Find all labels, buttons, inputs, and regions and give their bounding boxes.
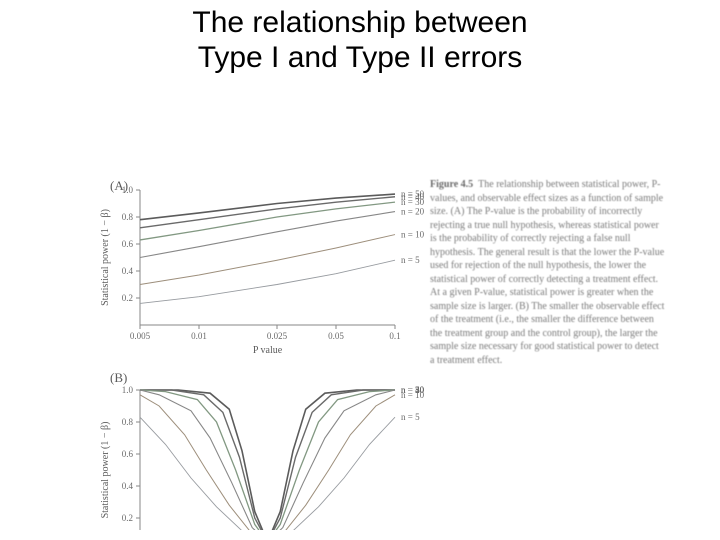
figure-area: 0.2 0.4 0.6 0.8 1.0 0.005 0.01 0.025 0.05 0.1 P va… [60,90,680,530]
svg-text:P value: P value [253,345,283,356]
svg-text:0.2: 0.2 [122,293,133,303]
panel-a-label: (A) [110,178,128,194]
svg-text:0.6: 0.6 [122,449,134,459]
svg-text:n = 10: n = 10 [401,390,425,400]
title-line1: The relationship between [192,6,527,39]
panel-b-label: (B) [110,370,127,386]
svg-text:n = 20: n = 20 [401,207,425,217]
svg-text:0.05: 0.05 [328,331,344,341]
svg-text:0.8: 0.8 [122,212,134,222]
svg-text:0.01: 0.01 [191,331,207,341]
svg-text:0.1: 0.1 [389,331,400,341]
svg-text:Statistical power (1 − β): Statistical power (1 − β) [100,422,111,519]
svg-text:0.4: 0.4 [122,481,134,491]
svg-text:n = 10: n = 10 [401,230,425,240]
svg-text:0.025: 0.025 [267,331,288,341]
caption-body: The relationship between statistical pow… [430,179,664,366]
svg-text:0.8: 0.8 [122,417,134,427]
svg-text:n = 5: n = 5 [401,255,420,265]
svg-text:Statistical power (1 − β): Statistical power (1 − β) [100,209,111,306]
svg-text:1.0: 1.0 [122,385,134,395]
svg-text:0.005: 0.005 [130,331,151,341]
slide-title: The relationship between Type I and Type… [0,6,720,75]
svg-text:0.4: 0.4 [122,266,134,276]
svg-text:n = 5: n = 5 [401,412,420,422]
svg-text:0.2: 0.2 [122,513,133,523]
title-line2: Type I and Type II errors [198,41,523,74]
svg-text:0.6: 0.6 [122,239,134,249]
caption-lead: Figure 4.5 [430,179,473,190]
figure-caption: Figure 4.5 The relationship between stat… [430,178,665,367]
